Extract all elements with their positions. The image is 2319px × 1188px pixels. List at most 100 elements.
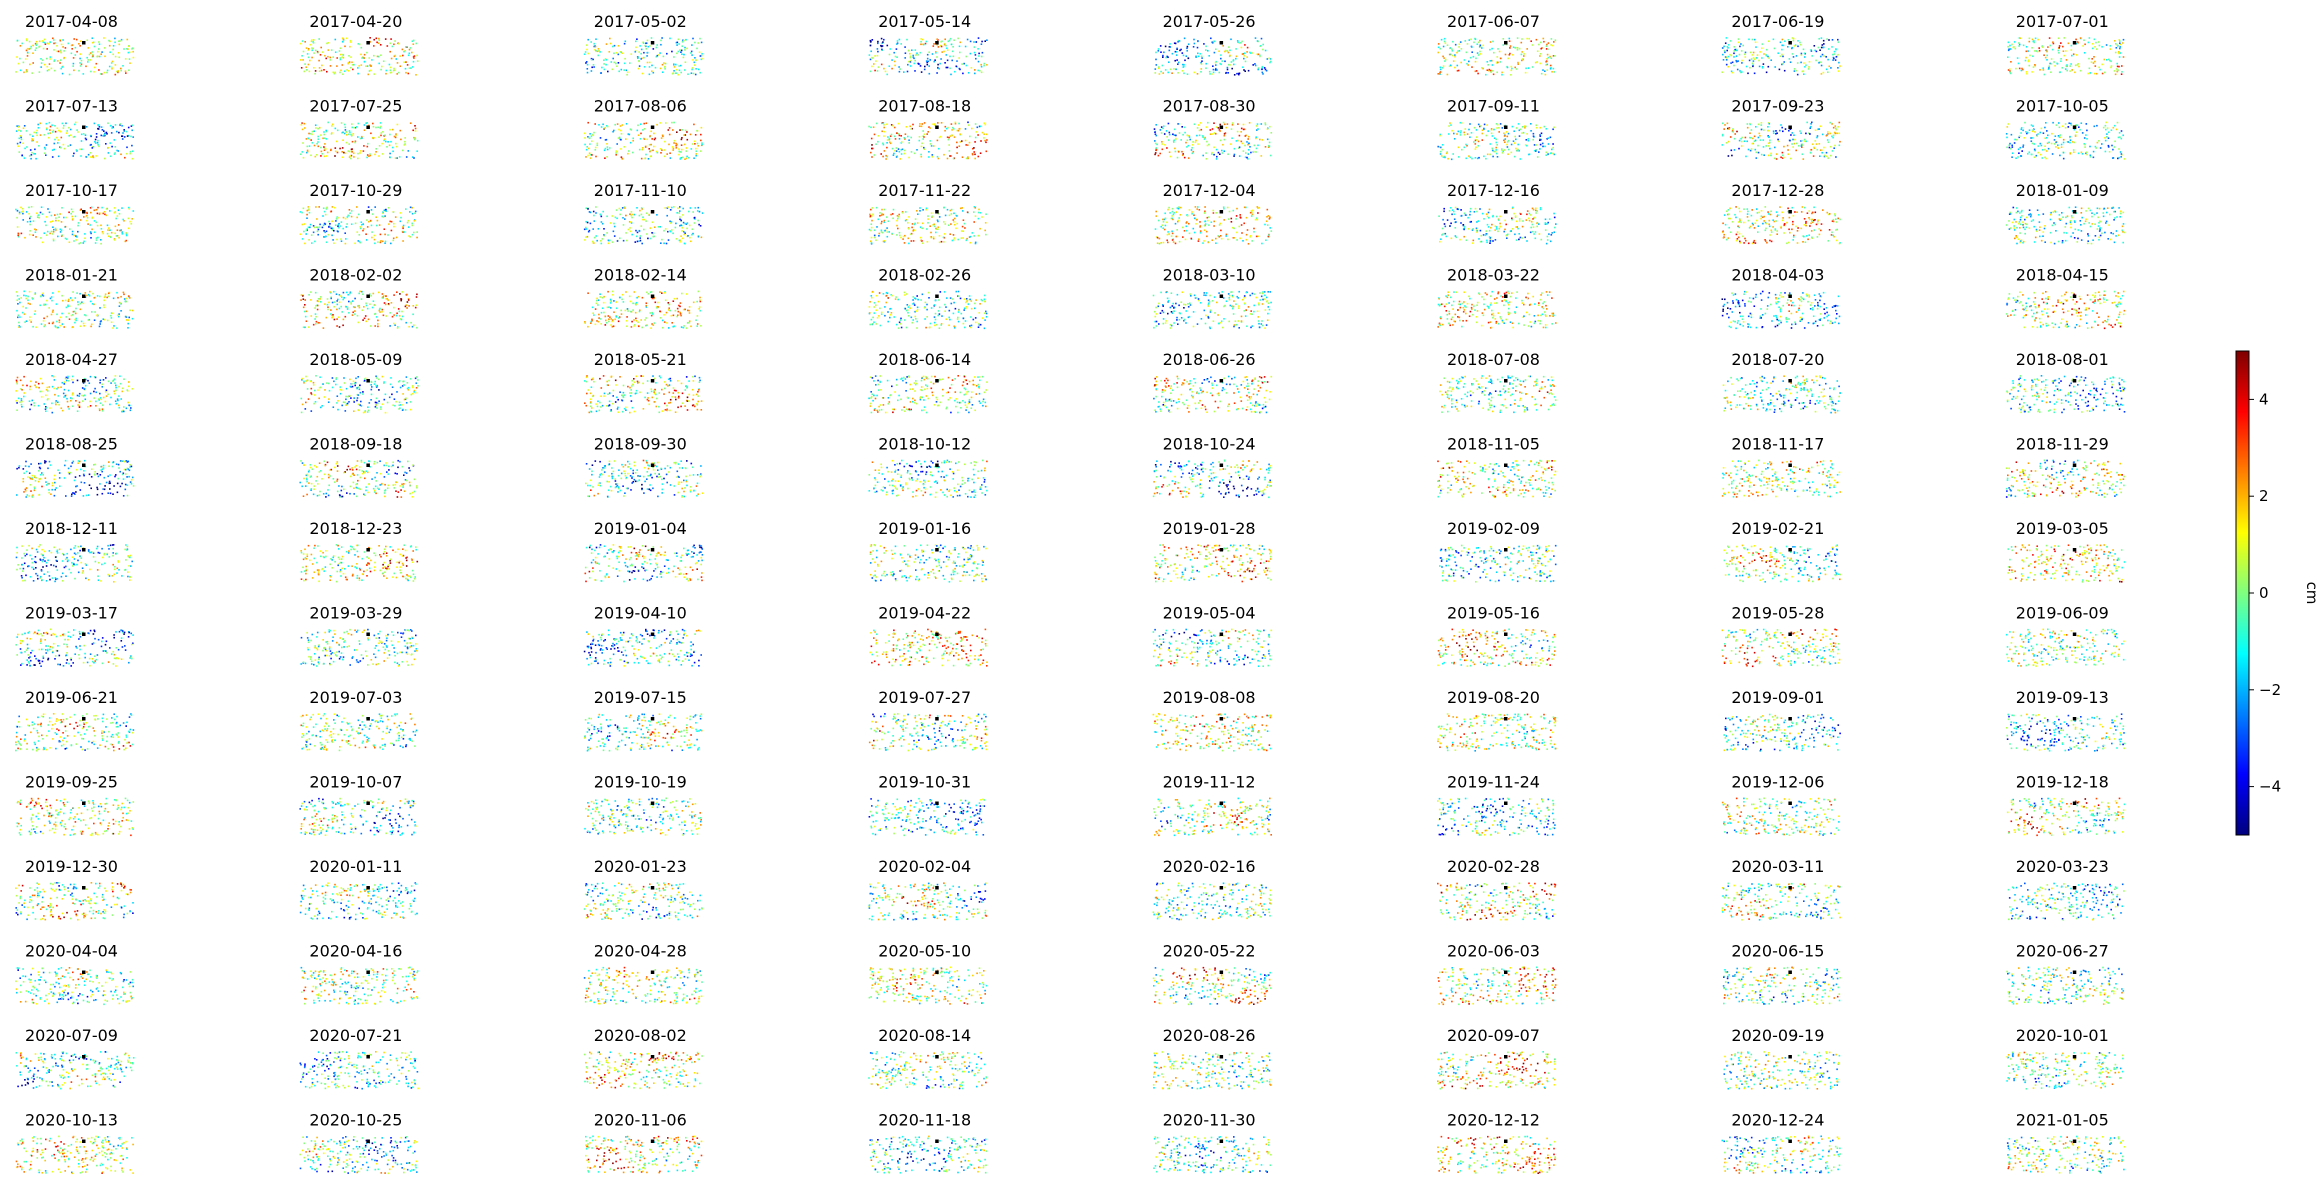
data-point — [1751, 209, 1753, 211]
data-point — [889, 48, 892, 50]
data-point — [1539, 126, 1541, 129]
data-point — [656, 123, 658, 126]
data-point — [933, 223, 935, 226]
data-point — [1185, 225, 1188, 228]
data-point — [43, 146, 46, 149]
data-point — [1444, 232, 1447, 235]
data-point — [886, 235, 889, 238]
data-point — [1482, 234, 1485, 236]
data-point — [1535, 149, 1537, 151]
data-point — [1549, 136, 1552, 139]
data-point — [1525, 139, 1528, 141]
data-point — [1810, 230, 1813, 232]
data-point — [357, 67, 359, 69]
data-point — [888, 138, 891, 140]
data-point — [594, 48, 596, 51]
data-point — [1264, 223, 1266, 226]
data-point — [357, 213, 360, 216]
data-point — [1444, 225, 1447, 228]
data-point — [1480, 234, 1483, 237]
data-point — [112, 48, 114, 51]
map-panel: 2017-07-01 — [2007, 12, 2125, 76]
data-point — [1510, 143, 1513, 146]
data-point — [1516, 37, 1519, 39]
data-point — [1753, 227, 1756, 229]
data-point — [105, 214, 107, 217]
data-point — [593, 236, 596, 239]
data-point — [669, 209, 672, 211]
data-point — [869, 216, 871, 218]
data-point — [324, 236, 326, 238]
data-point — [690, 52, 692, 54]
reference-point — [650, 125, 655, 129]
data-point — [691, 143, 694, 145]
data-point — [926, 241, 929, 243]
data-point — [2035, 50, 2038, 52]
data-point — [33, 131, 35, 134]
data-point — [628, 150, 630, 152]
data-point — [1162, 218, 1164, 221]
data-point — [2065, 216, 2067, 219]
data-point — [609, 37, 611, 40]
data-point — [46, 127, 48, 130]
data-point — [584, 239, 586, 241]
data-point — [1539, 134, 1541, 136]
data-point — [630, 222, 633, 224]
data-point — [1164, 217, 1167, 220]
data-point — [1159, 152, 1161, 155]
data-point — [1477, 145, 1480, 147]
data-point — [695, 59, 697, 61]
data-point — [1546, 58, 1548, 60]
data-point — [334, 127, 337, 130]
data-point — [2105, 128, 2107, 131]
data-point — [1825, 134, 1828, 137]
data-point — [100, 224, 102, 227]
data-point — [891, 213, 894, 215]
data-point — [1463, 59, 1466, 61]
data-point — [96, 212, 99, 215]
data-point — [1763, 215, 1765, 218]
data-point — [983, 62, 986, 65]
data-point — [1518, 47, 1521, 50]
data-point — [94, 142, 97, 144]
data-point — [1553, 41, 1555, 43]
data-point — [1739, 219, 1741, 222]
data-point — [1251, 214, 1253, 217]
data-point — [620, 138, 622, 141]
data-point — [35, 40, 38, 43]
data-point — [1757, 144, 1759, 147]
data-point — [966, 211, 969, 213]
data-point — [911, 49, 913, 51]
data-point — [57, 155, 60, 158]
data-point — [1449, 47, 1451, 50]
data-point — [650, 130, 652, 133]
data-point — [1186, 45, 1189, 48]
data-point — [2106, 133, 2108, 135]
data-point — [2104, 139, 2107, 142]
data-point — [116, 215, 119, 217]
data-point — [326, 42, 328, 45]
data-point — [28, 212, 30, 215]
data-point — [56, 213, 59, 216]
data-point — [321, 153, 324, 155]
data-point — [613, 222, 615, 225]
data-point — [1201, 60, 1203, 62]
data-point — [2063, 231, 2065, 234]
data-point — [323, 210, 326, 213]
data-point — [1725, 63, 1728, 66]
data-point — [1729, 217, 1731, 220]
data-point — [1826, 139, 1829, 141]
data-point — [90, 206, 93, 209]
data-point — [927, 222, 929, 224]
data-point — [2051, 153, 2054, 155]
data-point — [60, 59, 62, 61]
data-point — [1202, 242, 1204, 244]
data-point — [696, 129, 698, 132]
data-point — [377, 55, 380, 58]
data-point — [626, 73, 628, 76]
data-point — [401, 48, 404, 51]
data-point — [1211, 73, 1213, 75]
data-point — [974, 69, 976, 71]
data-point — [1485, 134, 1488, 137]
data-point — [2113, 70, 2116, 72]
